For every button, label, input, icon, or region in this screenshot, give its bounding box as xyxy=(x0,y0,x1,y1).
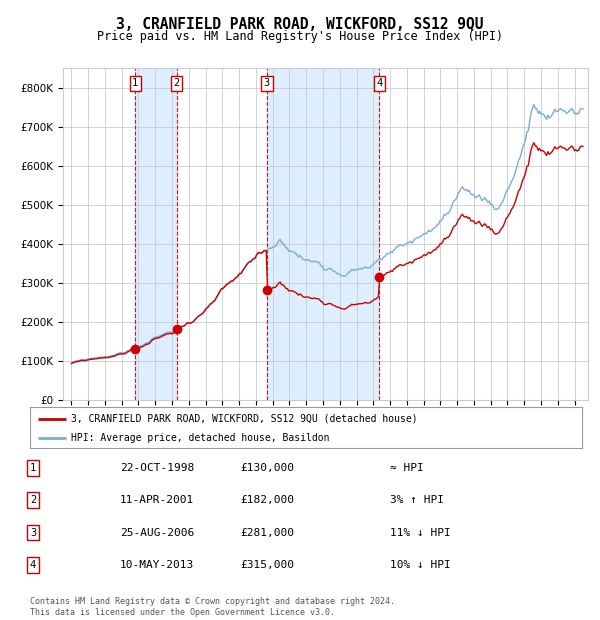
Bar xyxy=(267,68,379,400)
Text: 1: 1 xyxy=(30,463,36,473)
Text: 2: 2 xyxy=(173,78,180,88)
Text: 3% ↑ HPI: 3% ↑ HPI xyxy=(390,495,444,505)
Text: 4: 4 xyxy=(376,78,382,88)
Text: 4: 4 xyxy=(30,560,36,570)
Text: Price paid vs. HM Land Registry's House Price Index (HPI): Price paid vs. HM Land Registry's House … xyxy=(97,30,503,43)
Text: Contains HM Land Registry data © Crown copyright and database right 2024.
This d: Contains HM Land Registry data © Crown c… xyxy=(30,598,395,617)
Text: 3, CRANFIELD PARK ROAD, WICKFORD, SS12 9QU: 3, CRANFIELD PARK ROAD, WICKFORD, SS12 9… xyxy=(116,17,484,32)
Text: 2: 2 xyxy=(30,495,36,505)
Text: £281,000: £281,000 xyxy=(240,528,294,538)
Text: £182,000: £182,000 xyxy=(240,495,294,505)
Text: 25-AUG-2006: 25-AUG-2006 xyxy=(120,528,194,538)
Text: £315,000: £315,000 xyxy=(240,560,294,570)
Text: HPI: Average price, detached house, Basildon: HPI: Average price, detached house, Basi… xyxy=(71,433,330,443)
Text: 3, CRANFIELD PARK ROAD, WICKFORD, SS12 9QU (detached house): 3, CRANFIELD PARK ROAD, WICKFORD, SS12 9… xyxy=(71,414,418,423)
Bar xyxy=(135,68,177,400)
Text: 3: 3 xyxy=(263,78,270,88)
Text: £130,000: £130,000 xyxy=(240,463,294,473)
Text: 11% ↓ HPI: 11% ↓ HPI xyxy=(390,528,451,538)
Text: 1: 1 xyxy=(132,78,139,88)
Text: 11-APR-2001: 11-APR-2001 xyxy=(120,495,194,505)
Text: 10% ↓ HPI: 10% ↓ HPI xyxy=(390,560,451,570)
Text: 3: 3 xyxy=(30,528,36,538)
Text: ≈ HPI: ≈ HPI xyxy=(390,463,424,473)
Text: 22-OCT-1998: 22-OCT-1998 xyxy=(120,463,194,473)
Text: 10-MAY-2013: 10-MAY-2013 xyxy=(120,560,194,570)
